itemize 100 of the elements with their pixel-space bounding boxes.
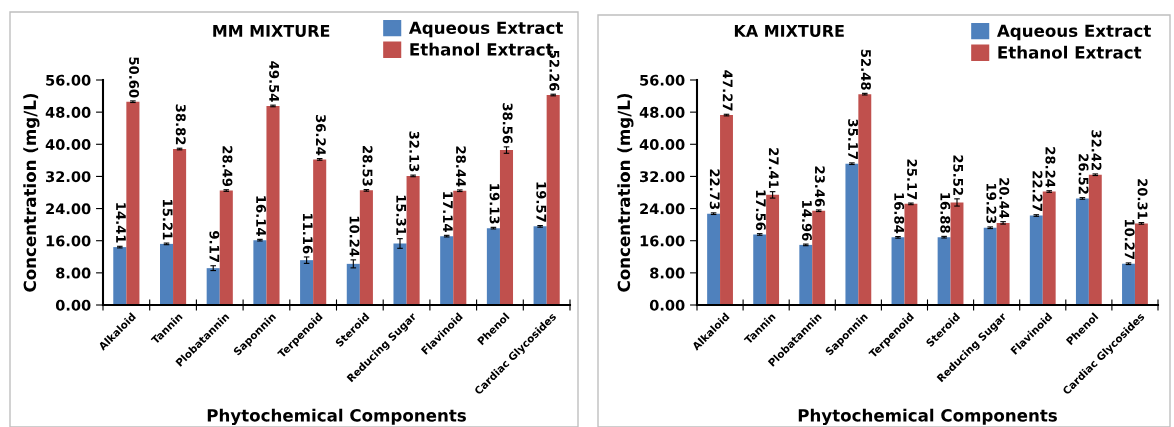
data-label: 19.13 xyxy=(489,184,500,224)
bar xyxy=(159,243,174,305)
data-label: 22.73 xyxy=(709,169,720,210)
data-label: 28.49 xyxy=(222,146,233,187)
data-label: 17.14 xyxy=(443,192,453,232)
y-tick-label: 24.00 xyxy=(46,203,91,215)
data-label: 10.24 xyxy=(349,216,360,257)
data-label: 23.46 xyxy=(814,166,825,207)
y-axis-title: Concentration (mg/L) xyxy=(23,93,40,292)
y-tick-label: 40.00 xyxy=(639,139,685,151)
y-tick-label: 0.00 xyxy=(55,299,91,311)
data-label: 14.41 xyxy=(116,203,126,243)
bar xyxy=(707,213,721,305)
y-tick-label: 8.00 xyxy=(56,267,91,279)
bar xyxy=(533,226,547,305)
data-label: 17.56 xyxy=(755,190,766,231)
bar xyxy=(266,105,280,305)
bar xyxy=(753,234,767,305)
bar xyxy=(904,203,918,305)
bar xyxy=(812,210,826,305)
bar xyxy=(300,260,314,305)
bar xyxy=(720,115,733,305)
y-tick-label: 0.00 xyxy=(649,299,685,311)
chart-title: MM MIXTURE xyxy=(213,25,330,37)
data-label: 28.44 xyxy=(455,146,466,187)
data-label: 15.31 xyxy=(396,195,407,235)
bar xyxy=(173,149,187,305)
y-tick-label: 16.00 xyxy=(46,235,91,247)
data-label: 16.88 xyxy=(940,193,951,233)
data-label: 16.84 xyxy=(894,193,905,234)
y-tick-label: 48.00 xyxy=(639,106,685,118)
bar xyxy=(313,159,327,305)
data-label: 38.82 xyxy=(175,104,186,145)
data-label: 10.27 xyxy=(1124,219,1135,260)
bar xyxy=(983,227,997,305)
bar xyxy=(126,101,140,305)
bar xyxy=(359,190,373,305)
bar xyxy=(1029,215,1043,305)
data-label: 47.27 xyxy=(722,70,733,111)
x-axis-title: Phytochemical Components xyxy=(798,408,1057,425)
bar xyxy=(1042,191,1056,305)
bar xyxy=(845,163,859,305)
bar xyxy=(891,237,905,305)
data-label: 15.21 xyxy=(162,200,173,240)
y-axis-title: Concentration (mg/L) xyxy=(617,93,634,292)
legend-label: Ethanol Extract xyxy=(998,45,1142,59)
y-tick-label: 16.00 xyxy=(640,235,685,247)
data-label: 28.53 xyxy=(362,146,373,186)
bar xyxy=(253,240,267,305)
y-tick-label: 40.00 xyxy=(45,139,91,151)
data-label: 25.17 xyxy=(907,159,918,200)
bar xyxy=(766,194,780,305)
bar xyxy=(113,247,127,305)
chart-title: KA MIXTURE xyxy=(734,25,844,37)
data-label: 50.60 xyxy=(129,57,140,98)
data-label: 9.17 xyxy=(209,231,220,262)
data-label: 28.24 xyxy=(1045,147,1056,188)
bar xyxy=(858,94,872,305)
data-label: 25.52 xyxy=(953,155,964,195)
y-tick-label: 24.00 xyxy=(640,203,685,215)
data-label: 16.14 xyxy=(256,196,267,236)
y-tick-label: 32.00 xyxy=(640,171,685,183)
bar xyxy=(393,243,407,305)
y-tick-label: 48.00 xyxy=(45,106,91,118)
data-label: 14.96 xyxy=(801,201,812,241)
data-label: 20.44 xyxy=(999,178,1010,219)
data-label: 32.42 xyxy=(1091,130,1102,171)
legend-label: Aqueous Extract xyxy=(408,21,563,38)
data-label: 38.56 xyxy=(502,103,513,144)
bar xyxy=(950,202,964,305)
data-label: 36.24 xyxy=(315,114,326,156)
bar xyxy=(1088,174,1102,305)
data-label: 20.31 xyxy=(1137,179,1148,219)
data-label: 49.54 xyxy=(269,61,280,102)
bar xyxy=(996,222,1010,305)
bar xyxy=(937,237,951,305)
data-label: 35.17 xyxy=(848,119,859,160)
bar xyxy=(546,95,560,305)
bar xyxy=(346,263,360,305)
y-tick-label: 8.00 xyxy=(650,267,685,279)
y-tick-label: 56.00 xyxy=(640,74,685,86)
bar xyxy=(1122,263,1135,305)
bar xyxy=(499,150,514,305)
y-tick-label: 56.00 xyxy=(46,74,91,86)
data-label: 27.41 xyxy=(768,148,779,188)
bar xyxy=(406,175,420,305)
data-label: 26.52 xyxy=(1078,154,1089,194)
bar xyxy=(206,268,220,305)
bar xyxy=(486,228,500,305)
data-label: 11.16 xyxy=(302,213,313,254)
bar xyxy=(453,190,467,305)
bar xyxy=(1075,198,1089,305)
data-label: 52.48 xyxy=(860,49,871,90)
data-label: 32.13 xyxy=(409,131,420,172)
data-label: 19.57 xyxy=(536,182,547,222)
legend-label: Aqueous Extract xyxy=(996,24,1151,41)
data-label: 22.27 xyxy=(1032,171,1043,211)
bar xyxy=(219,190,233,305)
y-tick-label: 32.00 xyxy=(46,171,91,183)
bar xyxy=(1134,223,1148,305)
